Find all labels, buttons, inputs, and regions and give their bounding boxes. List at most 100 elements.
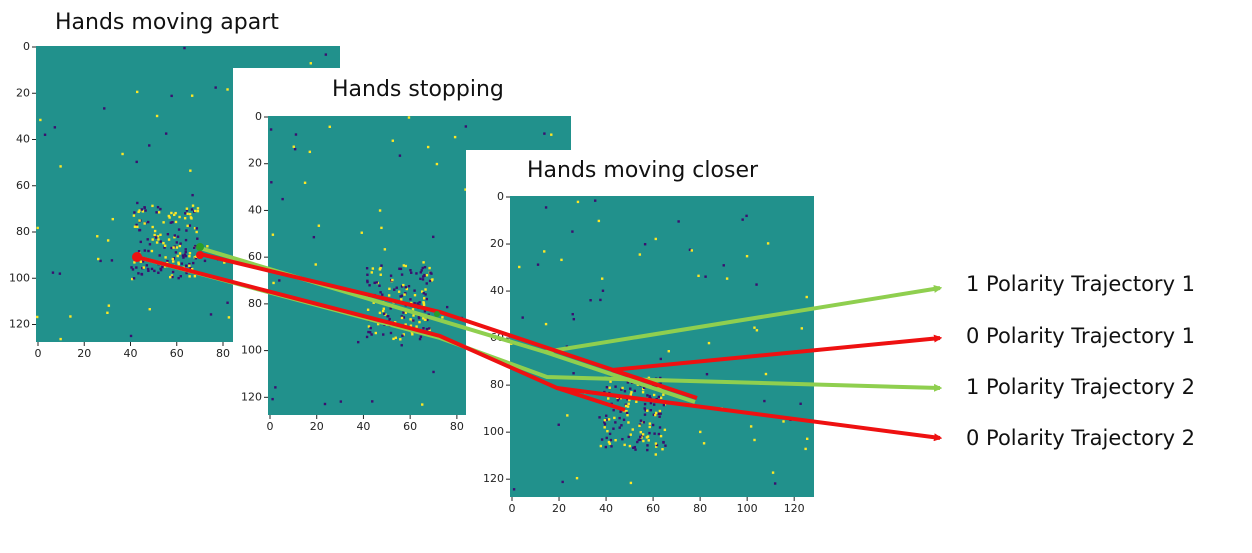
x-tick-label: 20	[552, 502, 566, 515]
event-pixel	[183, 46, 186, 50]
event-pixel	[366, 280, 369, 284]
event-pixel	[655, 411, 658, 415]
event-pixel	[633, 389, 636, 393]
event-pixel	[401, 334, 404, 337]
event-pixel	[621, 386, 624, 390]
event-pixel	[441, 316, 444, 319]
event-pixel	[174, 251, 178, 254]
event-pixel	[697, 274, 700, 278]
event-pixel	[413, 294, 417, 297]
event-pixel	[272, 281, 275, 285]
event-pixel	[629, 481, 633, 485]
event-pixel	[176, 235, 180, 238]
event-pixel	[136, 201, 139, 205]
event-pixel	[622, 418, 626, 422]
event-pixel	[662, 403, 666, 407]
event-pixel	[121, 152, 124, 156]
event-pixel	[424, 293, 427, 296]
event-pixel	[365, 335, 369, 339]
event-pixel	[428, 328, 431, 332]
event-pixel	[399, 267, 403, 271]
event-pixel	[464, 188, 467, 191]
event-pixel	[661, 448, 664, 451]
event-pixel	[382, 312, 386, 315]
event-pixel	[648, 395, 652, 398]
event-pixel	[646, 435, 650, 438]
event-pixel	[626, 414, 629, 417]
event-pixel	[188, 275, 191, 278]
event-pixel	[269, 128, 273, 131]
event-pixel	[623, 443, 626, 447]
event-pixel	[173, 235, 176, 239]
event-pixel	[177, 262, 180, 266]
event-pixel	[662, 440, 665, 444]
y-tick-label: 0	[23, 40, 30, 53]
event-pixel	[188, 212, 192, 216]
event-pixel	[412, 314, 415, 317]
event-pixel	[647, 439, 650, 442]
event-pixel	[36, 315, 39, 319]
event-pixel	[36, 226, 39, 230]
event-pixel	[638, 438, 642, 441]
x-tick-label: 0	[509, 502, 516, 515]
event-pixel	[632, 446, 635, 449]
event-pixel	[402, 264, 405, 267]
event-pixel	[618, 416, 621, 420]
point-green	[196, 243, 204, 251]
event-pixel	[422, 291, 425, 295]
y-tick-label: 20	[248, 157, 262, 170]
event-pixel	[648, 422, 652, 425]
event-pixel	[677, 220, 680, 223]
event-pixel	[209, 313, 213, 316]
event-pixel	[405, 287, 408, 291]
event-pixel	[389, 307, 392, 310]
event-pixel	[421, 278, 425, 281]
event-pixel	[423, 274, 426, 277]
event-pixel	[137, 249, 141, 253]
event-pixel	[189, 169, 192, 172]
event-pixel	[643, 407, 646, 410]
event-pixel	[139, 260, 143, 264]
event-pixel	[608, 442, 611, 445]
event-pixel	[641, 434, 644, 438]
event-pixel	[432, 370, 435, 374]
event-pixel	[425, 327, 429, 331]
y-tick-label: 100	[241, 344, 262, 357]
event-pixel	[166, 232, 170, 236]
event-pixel	[800, 327, 804, 330]
event-pixel	[652, 393, 656, 397]
x-tick-label: 40	[599, 502, 613, 515]
event-pixel	[394, 336, 397, 339]
event-pixel	[651, 423, 655, 427]
event-pixel	[763, 399, 766, 403]
event-pixel	[690, 249, 693, 252]
traj-red	[136, 255, 940, 438]
x-tick-label: 80	[450, 420, 464, 433]
event-pixel	[576, 200, 580, 204]
event-pixel	[543, 132, 546, 135]
event-pixel	[427, 313, 430, 316]
event-pixel	[402, 311, 405, 314]
event-pixel	[367, 330, 370, 334]
event-pixel	[644, 409, 647, 412]
event-pixel	[159, 267, 162, 271]
event-pixel	[162, 221, 165, 224]
event-pixel	[144, 209, 147, 212]
event-pixel	[646, 409, 649, 412]
event-pixel	[749, 425, 753, 428]
event-pixel	[636, 440, 639, 444]
event-pixel	[805, 437, 809, 441]
event-pixel	[646, 394, 649, 397]
event-pixel	[658, 409, 662, 413]
event-pixel	[402, 333, 405, 336]
event-pixel	[659, 357, 662, 361]
event-pixel	[53, 126, 57, 129]
event-pixel	[658, 415, 661, 418]
event-pixel	[178, 252, 182, 255]
event-pixel	[389, 331, 393, 335]
event-pixel	[418, 301, 421, 304]
event-pixel	[637, 438, 640, 442]
event-pixel	[614, 421, 617, 424]
event-pixel	[188, 255, 191, 258]
event-pixel	[308, 150, 312, 154]
